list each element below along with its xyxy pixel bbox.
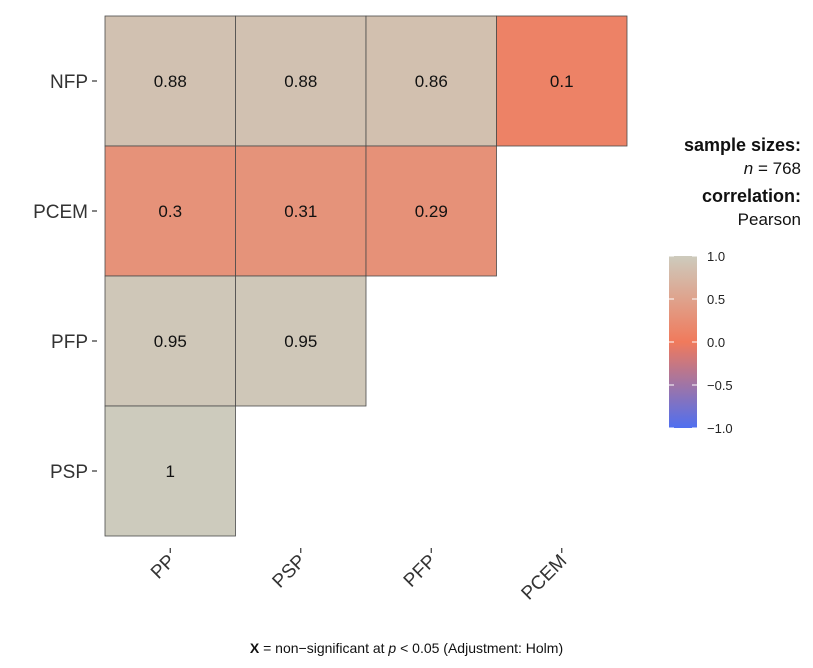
heatmap-cell (104, 145, 236, 277)
cell-value-label: 0.95 (284, 332, 317, 351)
colorbar-tick-label: 0.5 (707, 292, 725, 307)
cell-value-label: 0.88 (154, 72, 187, 91)
heatmap-cell (365, 15, 497, 147)
heatmap-cells: 0.88 0.88 0.86 0.1 0.3 0.31 0.29 0.95 0.95 1 (104, 15, 628, 537)
n-value: = 768 (753, 159, 801, 178)
x-tick-label: PSP (269, 551, 311, 593)
cell-value-label: 1 (166, 462, 175, 481)
cell-value-label: 0.86 (415, 72, 448, 91)
significance-caption: X = non−significant at p < 0.05 (Adjustm… (0, 640, 813, 656)
y-tick-label: PFP (51, 332, 88, 353)
caption-p: p (388, 640, 397, 656)
heatmap-cell (235, 15, 367, 147)
cell-value-label: 0.1 (550, 72, 574, 91)
cell-value-label: 0.29 (415, 202, 448, 221)
color-legend: 1.0 0.5 0.0 −0.5 −1.0 (669, 249, 733, 436)
cell-value-label: 0.3 (158, 202, 182, 221)
colorbar-tick-label: −1.0 (707, 421, 733, 436)
correlation-type: Pearson (737, 210, 801, 229)
y-axis: NFP PCEM PFP PSP (33, 72, 97, 483)
colorbar-tick-label: −0.5 (707, 378, 733, 393)
heatmap-cell (235, 145, 367, 277)
cell-value-label: 0.31 (284, 202, 317, 221)
n-symbol: n (743, 159, 754, 178)
x-axis: PP PSP PFP PCEM (147, 548, 571, 604)
y-tick-label: PSP (50, 462, 88, 483)
caption-part1: = non−significant at (259, 640, 389, 656)
caption-x-mark: X (249, 640, 260, 656)
heatmap-cell (104, 405, 236, 537)
heatmap-cell (104, 275, 236, 407)
heatmap-cell (104, 15, 236, 147)
x-tick-label: PP (147, 551, 180, 584)
correlation-title: correlation: (701, 186, 801, 206)
y-tick-label: NFP (50, 72, 88, 93)
cell-value-label: 0.95 (154, 332, 187, 351)
heatmap-cell (496, 15, 628, 147)
y-tick-label: PCEM (33, 202, 88, 223)
heatmap-cell (365, 145, 497, 277)
heatmap-cell (235, 275, 367, 407)
colorbar-tick-label: 1.0 (707, 249, 725, 264)
colorbar-tick-label: 0.0 (707, 335, 725, 350)
sample-size-value: n = 768 (744, 159, 801, 179)
sample-sizes-title: sample sizes: (683, 135, 801, 155)
x-tick-label: PFP (400, 551, 441, 592)
x-tick-label: PCEM (518, 551, 572, 605)
caption-part2: < 0.05 (Adjustment: Holm) (396, 640, 564, 656)
cell-value-label: 0.88 (284, 72, 317, 91)
